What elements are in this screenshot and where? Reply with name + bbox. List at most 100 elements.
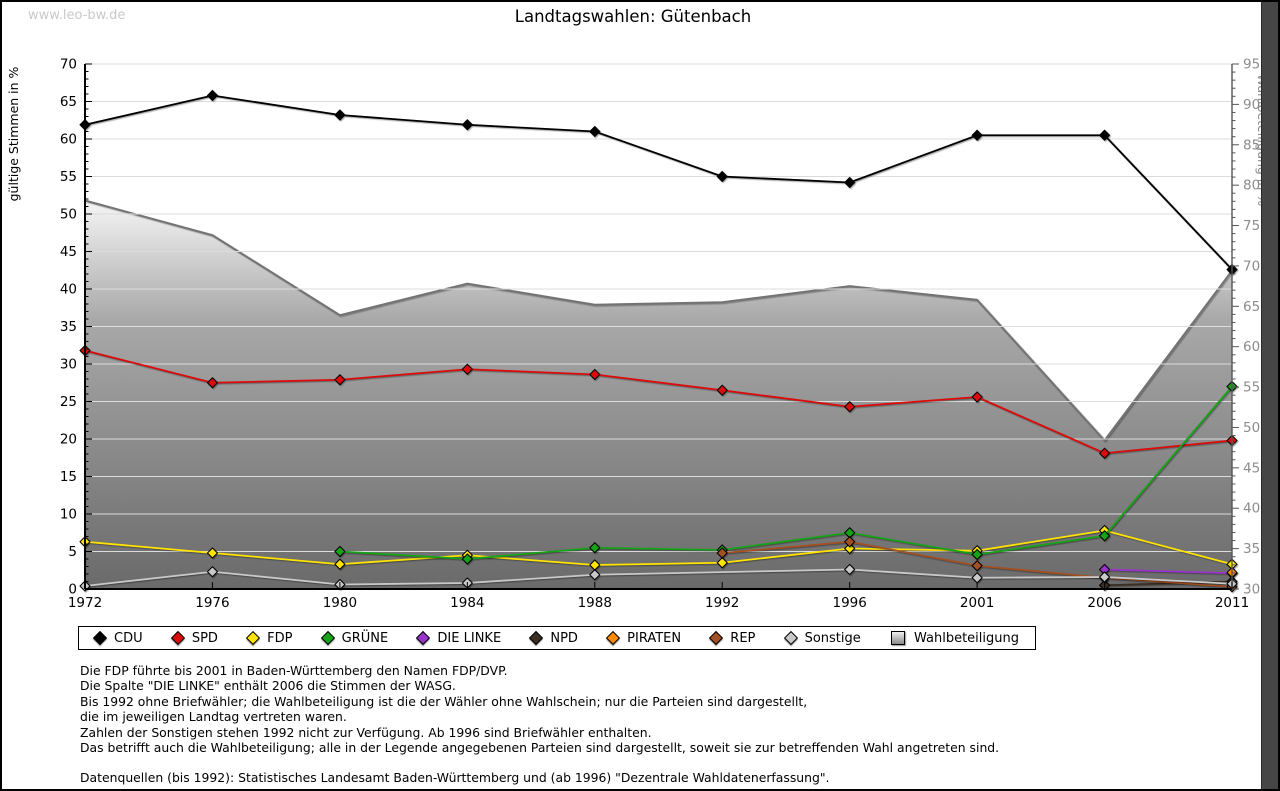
legend-label: SPD [191, 630, 218, 646]
legend-diamond-marker [529, 630, 544, 646]
legend-diamond-marker [92, 630, 108, 646]
data-point-SPD-1976 [206, 377, 219, 389]
svg-text:60: 60 [1243, 339, 1260, 355]
svg-text:50: 50 [1243, 420, 1260, 436]
data-point-REP-1996 [843, 536, 856, 548]
svg-text:65: 65 [60, 94, 77, 110]
data-point-FDP-1996 [843, 542, 856, 555]
legend-area-swatch [890, 631, 905, 645]
svg-text:75: 75 [1243, 218, 1260, 234]
data-point-CDU-1984 [461, 119, 474, 131]
scrollbar[interactable] [1261, 2, 1278, 789]
legend-label: DIE LINKE [437, 630, 502, 646]
data-point-CDU-1988 [589, 125, 601, 138]
data-point-GRÜNE-1980 [334, 545, 346, 558]
legend-diamond-marker [320, 630, 335, 646]
legend-label: REP [730, 630, 756, 646]
left-axis-title: gültige Stimmen in % [6, 66, 21, 201]
svg-text:55: 55 [60, 169, 77, 185]
data-point-Sonstige-1988 [589, 569, 601, 581]
svg-text:50: 50 [60, 207, 77, 223]
legend-item-DIE LINKE: DIE LINKE [416, 630, 502, 646]
data-point-SPD-1980 [334, 374, 346, 386]
series-CDU [79, 89, 1238, 276]
data-point-FDP-1976 [206, 547, 219, 559]
legend-label: GRÜNE [341, 630, 389, 646]
legend-diamond-marker [606, 630, 621, 646]
svg-text:10: 10 [60, 507, 77, 523]
series-SPD [79, 344, 1238, 459]
x-tick-label: 1992 [705, 595, 739, 611]
data-point-CDU-2006 [1098, 129, 1111, 141]
data-point-SPD-1988 [589, 368, 601, 381]
data-point-Sonstige-1996 [843, 563, 856, 576]
svg-text:90: 90 [1243, 97, 1260, 113]
svg-text:15: 15 [60, 469, 77, 485]
svg-text:95: 95 [1243, 57, 1260, 73]
data-point-SPD-1984 [461, 363, 474, 375]
footnote-line: Die FDP führte bis 2001 in Baden-Württem… [80, 663, 508, 678]
legend: CDU SPD FDP GRÜNE DIE LINKE NPD PIRATEN REP Sons… [78, 626, 1036, 650]
x-tick-label: 2006 [1087, 595, 1121, 611]
svg-text:0: 0 [68, 582, 77, 598]
x-tick-label: 1980 [323, 595, 357, 611]
gridlines [85, 63, 1232, 552]
data-point-SPD-2001 [971, 391, 983, 403]
x-tick-label: 2001 [960, 595, 994, 611]
page-title: Landtagswahlen: Gütenbach [514, 7, 752, 26]
data-point-CDU-2001 [971, 129, 983, 141]
legend-item-NPD: NPD [529, 630, 578, 646]
x-tick-label: 2011 [1215, 595, 1249, 611]
x-tick-label: 1972 [68, 595, 102, 611]
svg-text:35: 35 [60, 319, 77, 335]
data-point-FDP-1980 [334, 558, 346, 570]
legend-item-PIRATEN: PIRATEN [606, 630, 681, 646]
data-point-FDP-1992 [716, 557, 728, 569]
svg-text:60: 60 [60, 132, 77, 148]
svg-text:85: 85 [1243, 137, 1260, 153]
legend-label: FDP [267, 630, 293, 646]
legend-diamond-marker [709, 630, 724, 646]
data-point-GRÜNE-2006 [1098, 530, 1111, 542]
svg-text:40: 40 [60, 282, 77, 298]
election-line-chart: 0 5 10 15 20 25 30 35 40 45 50 55 60 65 70 30 35 40 45 50 55… [6, 57, 1270, 612]
x-tick-label: 1988 [578, 595, 612, 611]
svg-text:20: 20 [60, 432, 77, 448]
footnote-line: Bis 1992 ohne Briefwähler; die Wahlbetei… [80, 693, 808, 709]
svg-text:45: 45 [60, 244, 77, 260]
svg-text:5: 5 [68, 544, 77, 560]
source-note: Datenquellen (bis 1992): Statistisches L… [80, 770, 830, 786]
legend-diamond-marker [783, 630, 798, 646]
data-point-GRÜNE-1988 [589, 542, 601, 554]
svg-text:80: 80 [1243, 178, 1260, 194]
data-point-CDU-1980 [334, 109, 346, 121]
watermark: www.leo-bw.de [28, 8, 126, 23]
x-tick-label: 1984 [450, 595, 484, 611]
x-tick-label: 1976 [195, 595, 229, 611]
footnote-line: Die Spalte "DIE LINKE" enthält 2006 die … [80, 678, 456, 694]
data-point-REP-1992 [716, 547, 728, 559]
svg-text:35: 35 [1243, 541, 1260, 557]
data-point-REP-2001 [971, 560, 983, 572]
svg-text:65: 65 [1243, 299, 1260, 315]
legend-diamond-marker [416, 630, 431, 646]
svg-text:45: 45 [1243, 460, 1260, 476]
data-point-CDU-1976 [206, 89, 219, 102]
legend-diamond-marker [170, 630, 185, 646]
svg-text:25: 25 [60, 394, 77, 410]
data-point-SPD-1996 [843, 401, 856, 413]
x-tick-label: 1996 [832, 595, 866, 611]
footnote-line: Das betrifft auch die Wahlbeteiligung; a… [80, 740, 1000, 756]
data-point-CDU-1992 [716, 170, 728, 183]
legend-item-GRÜNE: GRÜNE [320, 630, 389, 646]
svg-text:70: 70 [1243, 258, 1260, 274]
legend-label: Sonstige [804, 630, 861, 646]
data-point-SPD-1992 [716, 384, 728, 396]
svg-text:55: 55 [1243, 380, 1260, 396]
legend-item-SPD: SPD [170, 630, 218, 646]
data-point-GRÜNE-1984 [461, 553, 474, 565]
legend-item-Wahlbeteiligung: Wahlbeteiligung [890, 631, 1019, 646]
footnotes: Die FDP führte bis 2001 in Baden-Württem… [80, 663, 999, 786]
svg-text:70: 70 [60, 57, 77, 73]
